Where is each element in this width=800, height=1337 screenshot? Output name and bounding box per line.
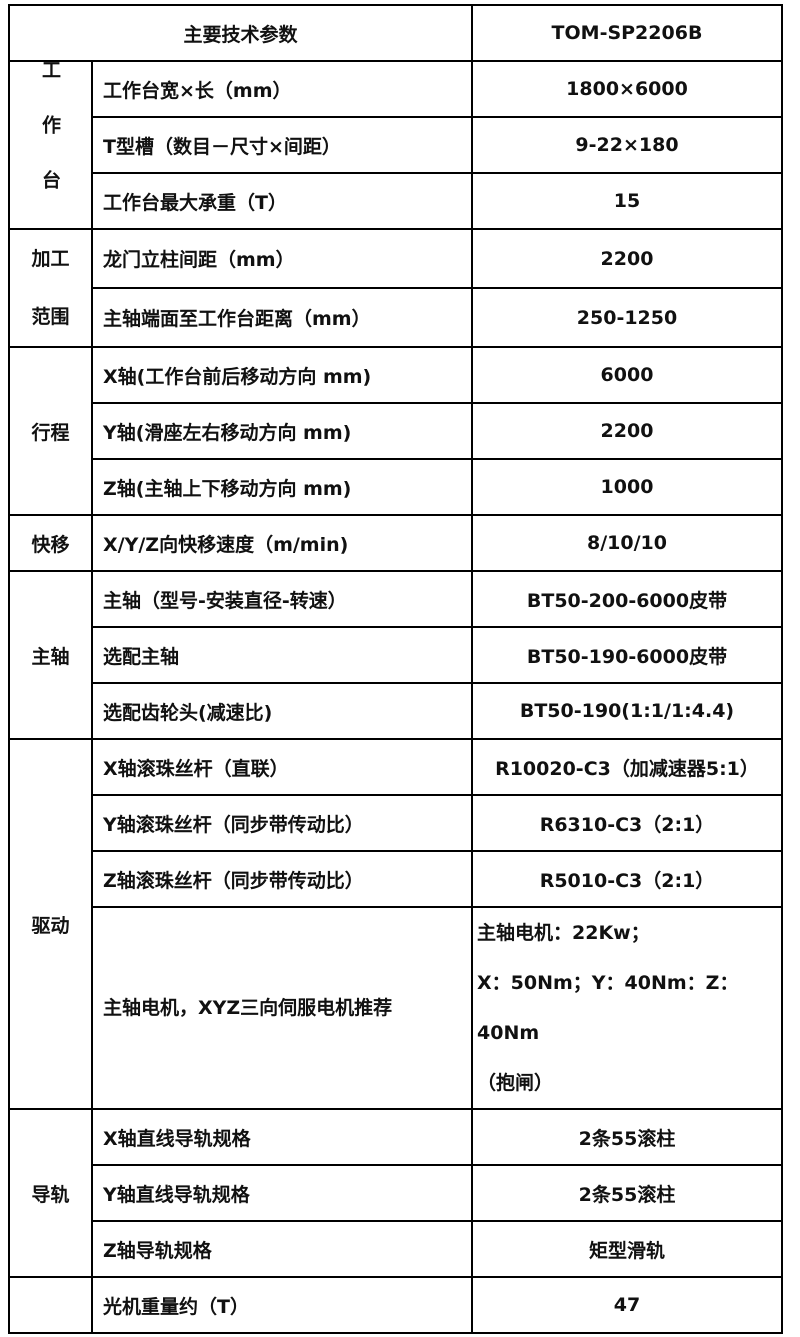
param-cell: X轴(工作台前后移动方向 mm) <box>91 346 473 404</box>
header-model: TOM-SP2206B <box>471 4 783 62</box>
value-cell: 250-1250 <box>471 287 783 348</box>
group-cell: 导轨 <box>8 1108 93 1278</box>
spec-row: 主轴 主轴（型号-安装直径-转速） BT50-200-6000皮带 <box>8 570 783 740</box>
param-cell: 龙门立柱间距（mm） <box>91 228 473 289</box>
group-cell: 主轴 <box>8 570 93 740</box>
value-cell: R5010-C3（2:1） <box>471 850 783 908</box>
value-line: （抱闸） <box>477 1072 554 1094</box>
group-label: 驱动 <box>31 914 70 937</box>
spec-row: 工作台 工作台宽×长（mm） 1800×6000 <box>8 60 783 230</box>
value-cell: 6000 <box>471 346 783 404</box>
spec-row: 选配齿轮头(减速比) BT50-190(1:1/1:4.4) <box>9 682 783 740</box>
param-cell: Z轴滚珠丝杆（同步带传动比） <box>91 850 473 908</box>
spec-row: 加工范围 龙门立柱间距（mm） 2200 <box>8 228 783 348</box>
value-cell: 2条55滚柱 <box>471 1164 783 1222</box>
value-cell: 2200 <box>471 228 783 289</box>
spec-row: 工作台最大承重（T） 15 <box>9 172 783 230</box>
value-cell: 15 <box>471 172 783 230</box>
group-cell: 行程 <box>8 346 93 516</box>
value-cell: 9-22×180 <box>471 116 783 174</box>
group-label: 主轴 <box>31 645 70 668</box>
spec-row: 光机重量约（T） 47 <box>8 1276 783 1334</box>
param-cell: Z轴导轨规格 <box>91 1220 473 1278</box>
group-label: 导轨 <box>31 1183 70 1206</box>
param-cell: T型槽（数目－尺寸×间距） <box>91 116 473 174</box>
param-cell: 主轴（型号-安装直径-转速） <box>91 570 473 628</box>
value-cell: R10020-C3（加减速器5:1） <box>471 738 783 796</box>
group-cell: 驱动 <box>8 738 93 1110</box>
group-cell: 加工范围 <box>8 228 93 348</box>
value-cell: 47 <box>471 1276 783 1334</box>
param-cell: 工作台宽×长（mm） <box>91 60 473 118</box>
param-cell: Y轴滚珠丝杆（同步带传动比） <box>91 794 473 852</box>
param-cell: X轴滚珠丝杆（直联） <box>91 738 473 796</box>
header-row: 主要技术参数 TOM-SP2206B <box>8 4 783 62</box>
spec-row: Y轴(滑座左右移动方向 mm) 2200 <box>9 402 783 460</box>
spec-row: Z轴滚珠丝杆（同步带传动比） R5010-C3（2:1） <box>9 850 783 908</box>
group-cell: 工作台 <box>8 60 93 230</box>
group-cell <box>8 1276 93 1334</box>
group-label: 快移 <box>31 533 70 556</box>
param-cell: X/Y/Z向快移速度（m/min) <box>91 514 473 572</box>
param-cell: 主轴端面至工作台距离（mm） <box>91 287 473 348</box>
value-cell: 主轴电机：22Kw； X：50Nm；Y：40Nm：Z：40Nm （抱闸） <box>471 906 783 1110</box>
value-cell: 2条55滚柱 <box>471 1108 783 1166</box>
value-cell: BT50-190(1:1/1:4.4) <box>471 682 783 740</box>
spec-row: 驱动 X轴滚珠丝杆（直联） R10020-C3（加减速器5:1） <box>8 738 783 1110</box>
spec-row: 主轴电机，XYZ三向伺服电机推荐 主轴电机：22Kw； X：50Nm；Y：40Nm：… <box>9 906 783 1110</box>
spec-row: 导轨 X轴直线导轨规格 2条55滚柱 <box>8 1108 783 1278</box>
value-line: X：50Nm；Y：40Nm：Z：40Nm <box>477 972 739 1044</box>
value-cell: R6310-C3（2:1） <box>471 794 783 852</box>
group-label: 加工范围 <box>31 248 70 328</box>
group-label: 行程 <box>31 421 70 444</box>
spec-row: Y轴滚珠丝杆（同步带传动比） R6310-C3（2:1） <box>9 794 783 852</box>
value-cell: BT50-190-6000皮带 <box>471 626 783 684</box>
spec-row: 主轴端面至工作台距离（mm） 250-1250 <box>9 287 783 348</box>
param-cell: Z轴(主轴上下移动方向 mm) <box>91 458 473 516</box>
param-cell: X轴直线导轨规格 <box>91 1108 473 1166</box>
spec-row: Z轴导轨规格 矩型滑轨 <box>9 1220 783 1278</box>
param-cell: 选配主轴 <box>91 626 473 684</box>
param-cell: 工作台最大承重（T） <box>91 172 473 230</box>
spec-row: 快移 X/Y/Z向快移速度（m/min) 8/10/10 <box>8 514 783 572</box>
value-cell: 2200 <box>471 402 783 460</box>
param-cell: 选配齿轮头(减速比) <box>91 682 473 740</box>
header-title: 主要技术参数 <box>8 4 473 62</box>
value-line: 主轴电机：22Kw； <box>477 922 650 944</box>
value-cell: 1800×6000 <box>471 60 783 118</box>
param-cell: 光机重量约（T） <box>91 1276 473 1334</box>
param-cell: 主轴电机，XYZ三向伺服电机推荐 <box>91 906 473 1110</box>
spec-row: T型槽（数目－尺寸×间距） 9-22×180 <box>9 116 783 174</box>
spec-row: 行程 X轴(工作台前后移动方向 mm) 6000 <box>8 346 783 516</box>
value-cell: 矩型滑轨 <box>471 1220 783 1278</box>
group-cell: 快移 <box>8 514 93 572</box>
value-cell: BT50-200-6000皮带 <box>471 570 783 628</box>
spec-row: Z轴(主轴上下移动方向 mm) 1000 <box>9 458 783 516</box>
value-cell: 1000 <box>471 458 783 516</box>
value-cell: 8/10/10 <box>471 514 783 572</box>
spec-row: Y轴直线导轨规格 2条55滚柱 <box>9 1164 783 1222</box>
param-cell: Y轴直线导轨规格 <box>91 1164 473 1222</box>
spec-table: 主要技术参数 TOM-SP2206B 工作台 工作台宽×长（mm） 1800×600… <box>8 4 783 1334</box>
group-label: 工作台 <box>39 60 61 225</box>
param-cell: Y轴(滑座左右移动方向 mm) <box>91 402 473 460</box>
spec-row: 选配主轴 BT50-190-6000皮带 <box>9 626 783 684</box>
